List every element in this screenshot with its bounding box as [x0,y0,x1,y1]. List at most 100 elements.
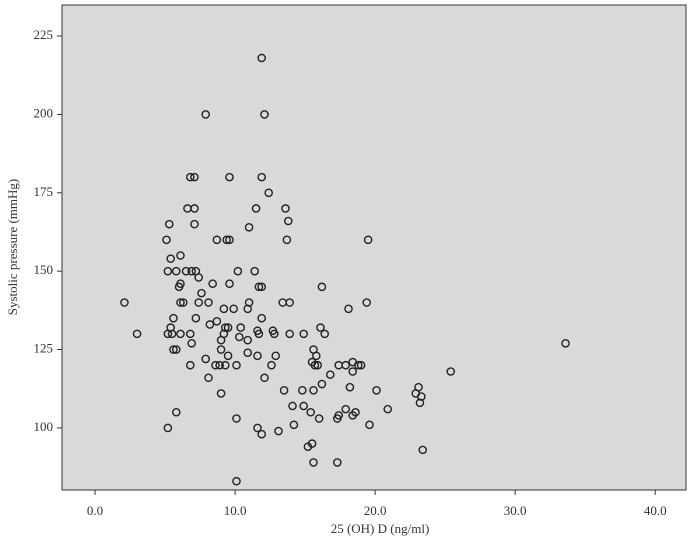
point [299,401,309,411]
point [216,335,226,345]
point [446,367,456,376]
point [215,360,224,370]
point [257,429,266,439]
point [243,335,252,345]
point [417,392,426,401]
y-axis-label: Systolic pressure (mmHg) [5,179,20,315]
point [260,110,269,119]
point [232,360,241,370]
x-tick-label: 30.0 [504,503,527,518]
point [163,266,173,276]
point [354,360,363,370]
x-tick-label: 0.0 [87,503,103,518]
point [212,317,222,326]
x-tick-label: 40.0 [644,503,667,518]
point [345,382,355,392]
point [222,235,231,245]
point [285,329,294,339]
point [190,172,199,182]
x-tick-label: 20.0 [364,503,387,518]
point [267,360,276,370]
point [312,351,321,361]
point [356,360,366,370]
point [164,219,174,229]
point [216,389,226,398]
point [187,266,196,276]
y-tick-label: 100 [34,419,54,434]
point [176,329,185,339]
point [190,219,199,229]
y-tick-label: 125 [34,341,54,356]
point [257,53,266,63]
point [348,367,358,376]
point [169,313,178,323]
point [253,423,262,433]
point [341,404,351,414]
point [185,360,195,370]
point [244,298,254,307]
point [169,345,178,354]
point [285,298,294,307]
point [194,298,203,307]
point [257,313,266,323]
point [181,266,191,276]
point [314,414,324,423]
point [244,222,254,232]
point [306,407,316,417]
point [187,338,196,348]
point [120,298,129,307]
point [253,326,262,336]
point [225,235,234,245]
point [197,288,206,298]
point [204,373,213,383]
point [251,204,261,213]
point [194,273,203,282]
point [303,442,313,452]
point [310,360,320,370]
point [268,326,278,336]
point [316,323,325,332]
point [205,320,215,329]
point [257,282,266,292]
point [289,420,299,430]
point [279,386,289,395]
point [201,110,210,119]
point [219,304,229,314]
point [260,373,269,383]
point [220,360,230,370]
point [283,216,293,226]
x-axis-label: 25 (OH) D (ng/ml) [331,521,430,536]
point [185,329,195,339]
point [309,386,318,395]
point [313,360,323,370]
point [299,329,309,339]
point [171,407,181,417]
point [225,172,234,182]
point [225,279,234,289]
point [171,345,181,354]
point [191,313,201,323]
point [211,360,220,370]
point [176,298,185,307]
point [326,370,335,379]
point [174,282,184,292]
point [281,204,290,213]
point [348,411,358,420]
point [204,298,213,307]
point [250,266,259,276]
point [254,282,264,292]
point [162,235,171,245]
y-tick-label: 200 [34,105,54,120]
point [234,332,244,342]
point [561,338,570,348]
point [163,423,173,433]
x-tick-label: 10.0 [224,503,247,518]
point [201,354,210,364]
plot-area [61,4,687,491]
point [344,304,353,314]
point [233,266,243,276]
point [163,329,173,339]
point [341,360,351,370]
point [415,398,425,408]
